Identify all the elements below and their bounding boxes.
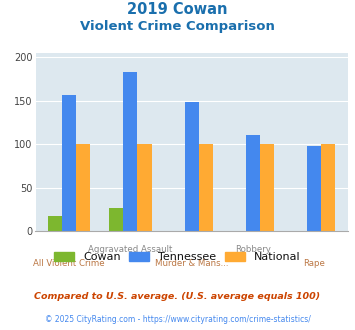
Bar — [246, 135, 260, 231]
Text: © 2025 CityRating.com - https://www.cityrating.com/crime-statistics/: © 2025 CityRating.com - https://www.city… — [45, 315, 310, 324]
Bar — [199, 144, 213, 231]
Text: Aggravated Assault: Aggravated Assault — [88, 245, 173, 254]
Legend: Cowan, Tennessee, National: Cowan, Tennessee, National — [50, 248, 305, 267]
Text: Murder & Mans...: Murder & Mans... — [155, 259, 229, 268]
Bar — [307, 146, 321, 231]
Bar — [48, 216, 62, 231]
Text: Robbery: Robbery — [235, 245, 271, 254]
Text: All Violent Crime: All Violent Crime — [33, 259, 105, 268]
Bar — [62, 94, 76, 231]
Bar — [137, 144, 152, 231]
Text: Compared to U.S. average. (U.S. average equals 100): Compared to U.S. average. (U.S. average … — [34, 292, 321, 301]
Bar — [124, 72, 137, 231]
Bar — [76, 144, 90, 231]
Text: Rape: Rape — [303, 259, 325, 268]
Bar — [260, 144, 274, 231]
Bar — [109, 209, 124, 231]
Text: 2019 Cowan: 2019 Cowan — [127, 2, 228, 16]
Bar — [185, 102, 199, 231]
Text: Violent Crime Comparison: Violent Crime Comparison — [80, 20, 275, 33]
Bar — [321, 144, 335, 231]
